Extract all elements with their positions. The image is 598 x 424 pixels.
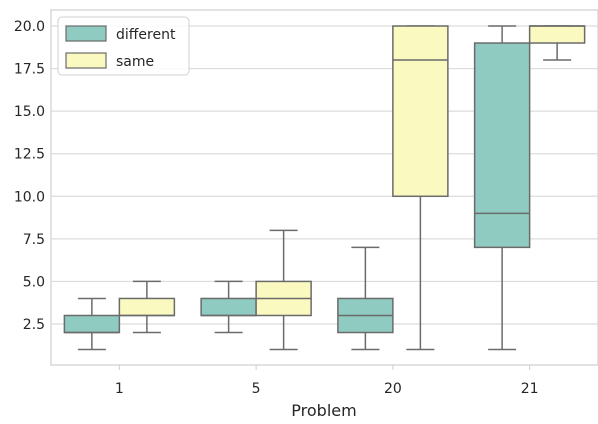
x-tick-label: 20 [384, 381, 402, 397]
y-tick-label: 12.5 [14, 147, 45, 163]
box-different-21 [473, 25, 531, 351]
y-tick-label: 15.0 [14, 104, 45, 120]
x-tick-label: 1 [115, 381, 124, 397]
box-iqr [528, 25, 586, 44]
box-different-5 [200, 280, 257, 334]
box-same-20 [392, 25, 449, 351]
boxes [63, 25, 586, 351]
y-axis-ticks: 2.5 5.0 7.5 10.0 12.5 15.0 17.5 20.0 [14, 19, 45, 333]
box-iqr [63, 314, 121, 334]
box-iqr [118, 297, 176, 317]
y-tick-label: 10.0 [14, 189, 45, 205]
legend-label: different [116, 27, 176, 43]
y-tick-label: 17.5 [14, 62, 45, 78]
box-same-21 [528, 25, 586, 61]
x-tick-label: 21 [521, 381, 539, 397]
box-different-1 [63, 297, 121, 351]
legend-label: same [116, 54, 154, 70]
y-tick-label: 2.5 [23, 317, 45, 333]
x-axis-ticks: 1 5 20 21 [115, 365, 539, 397]
x-axis-label: Problem [291, 401, 356, 420]
y-tick-label: 20.0 [14, 19, 45, 35]
legend: different same [57, 16, 190, 76]
box-iqr [392, 25, 449, 198]
box-iqr [200, 297, 257, 317]
legend-swatch [65, 52, 107, 69]
plot-frame [50, 9, 598, 366]
y-tick-label: 7.5 [23, 232, 45, 248]
x-tick-label: 5 [252, 381, 261, 397]
legend-swatch [65, 25, 107, 42]
y-tick-label: 5.0 [23, 274, 45, 290]
box-same-1 [118, 280, 176, 334]
box-same-5 [255, 229, 312, 351]
box-iqr [473, 42, 531, 249]
box-different-20 [337, 246, 394, 351]
